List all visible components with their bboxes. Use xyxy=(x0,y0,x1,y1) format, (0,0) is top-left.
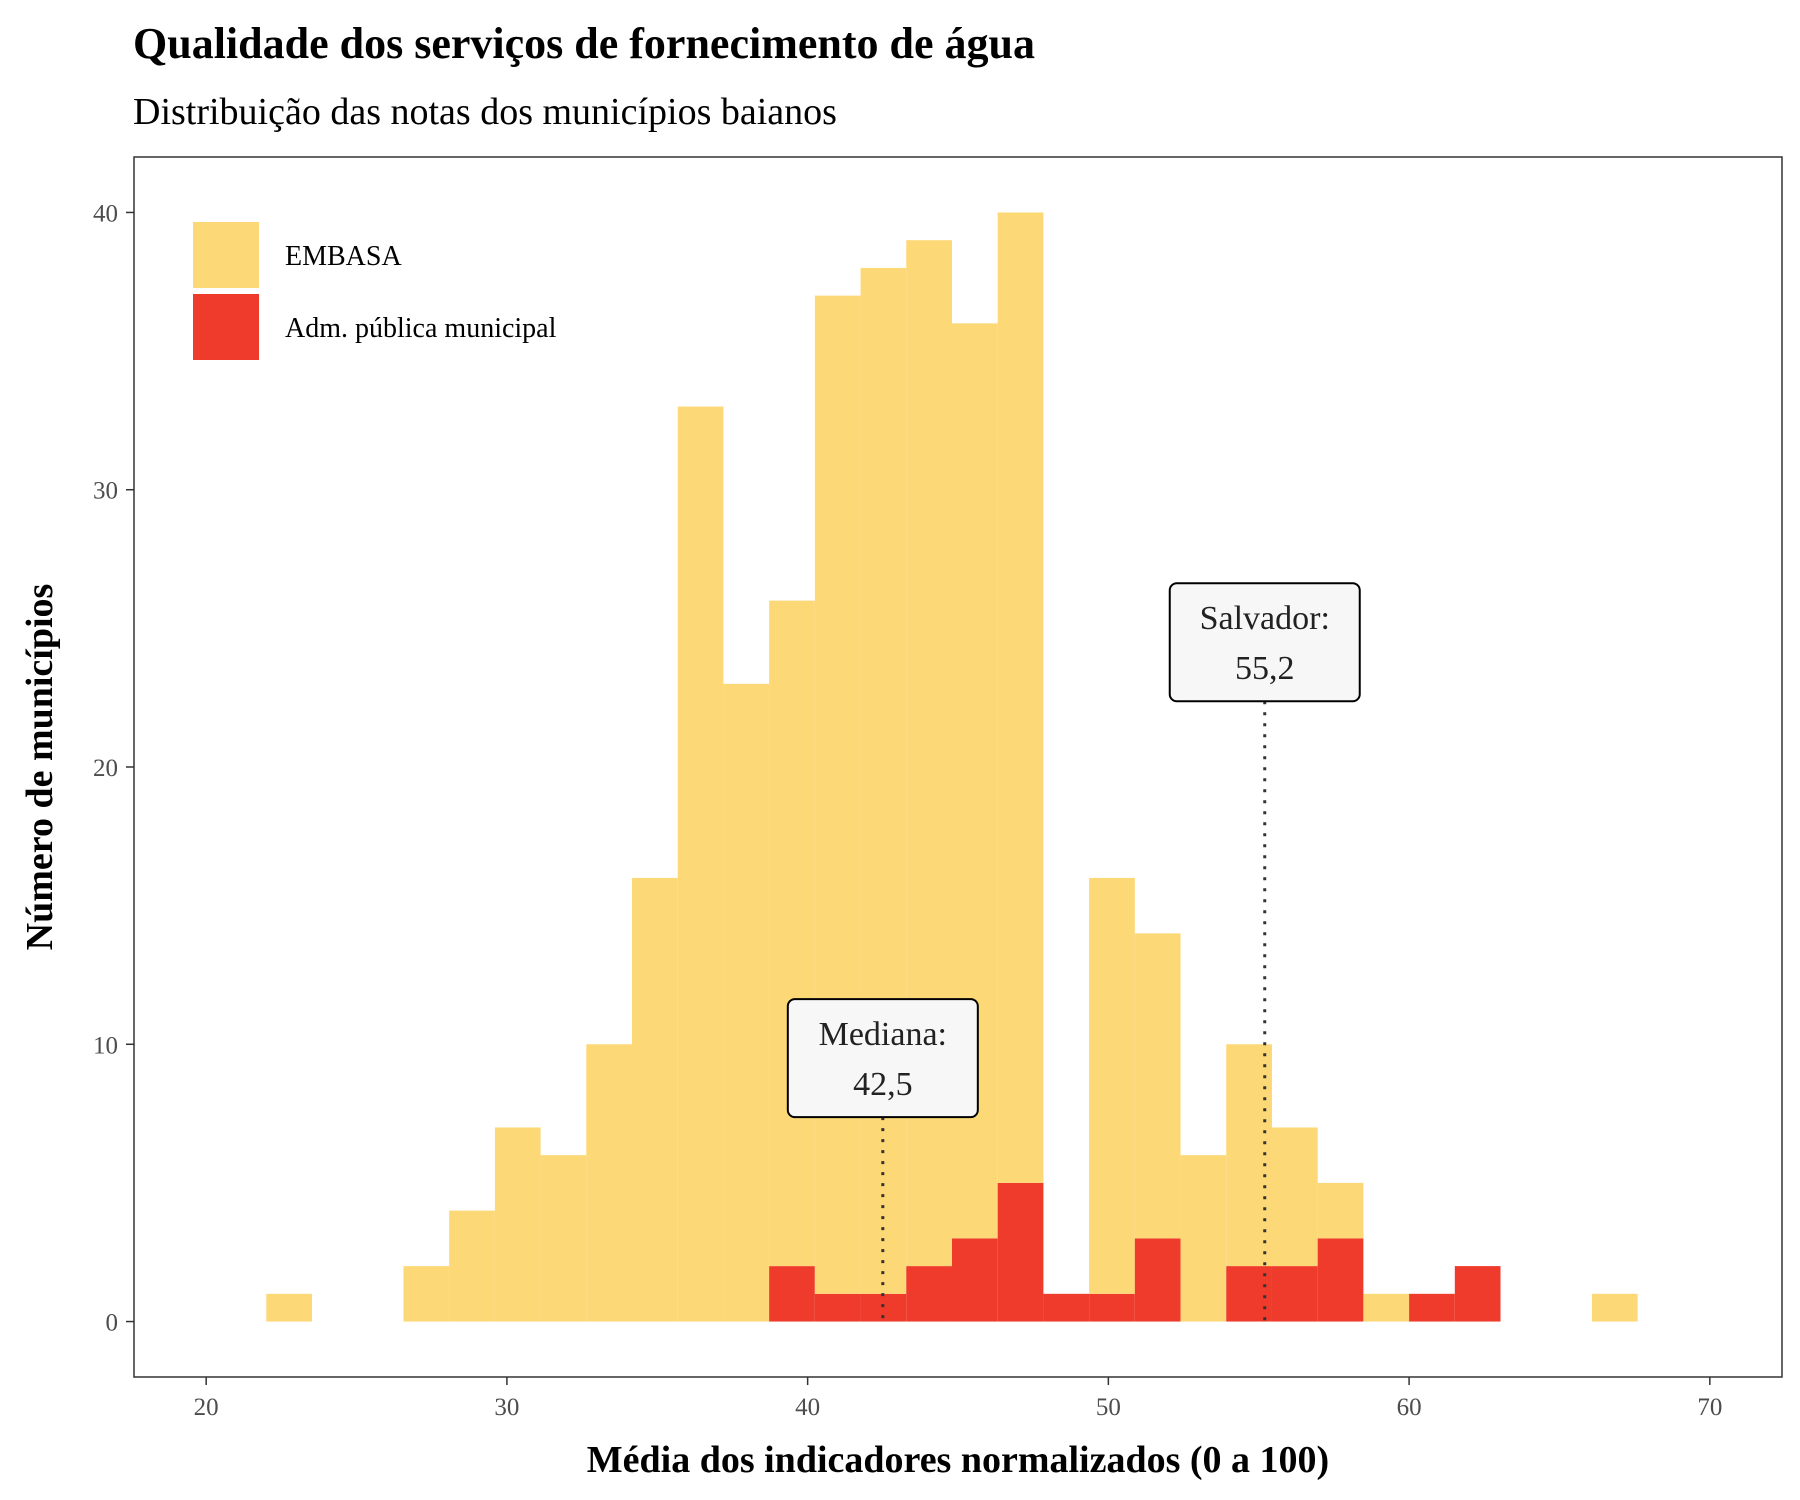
bar-embasa xyxy=(1089,877,1135,1294)
bar-adm-municipal xyxy=(1043,1293,1090,1322)
bar-embasa xyxy=(1363,1293,1410,1322)
annotation-value: 42,5 xyxy=(853,1066,913,1103)
y-tick-label: 0 xyxy=(106,1310,119,1337)
x-axis-title: Média dos indicadores normalizados (0 a … xyxy=(587,1439,1329,1481)
annotations-group: Mediana: 42,5 Salvador: 55,2 xyxy=(786,582,1361,1322)
annotation-label: Mediana: xyxy=(819,1016,947,1053)
bar-adm-municipal xyxy=(951,1238,998,1322)
x-tick-label: 50 xyxy=(1096,1394,1121,1421)
x-tick-label: 60 xyxy=(1397,1394,1422,1421)
bar-embasa xyxy=(403,1266,450,1322)
bar-embasa xyxy=(1134,933,1181,1239)
bar-embasa xyxy=(1271,1127,1318,1267)
bar-embasa xyxy=(266,1293,313,1322)
bar-embasa xyxy=(1180,1155,1227,1322)
bar-adm-municipal xyxy=(1409,1293,1455,1322)
x-axis: 20 30 40 50 60 70 xyxy=(194,1377,1722,1421)
legend: EMBASA Adm. pública municipal xyxy=(193,222,557,360)
bar-embasa xyxy=(723,683,770,1322)
annotation-value: 55,2 xyxy=(1235,650,1295,687)
bar-embasa xyxy=(814,295,861,1294)
bar-adm-municipal xyxy=(1134,1238,1181,1322)
x-tick-label: 70 xyxy=(1697,1394,1722,1421)
bar-adm-municipal xyxy=(997,1182,1044,1322)
bar-embasa xyxy=(449,1210,495,1322)
annotation-box xyxy=(1168,582,1361,703)
bar-embasa xyxy=(677,406,724,1322)
y-tick-label: 40 xyxy=(93,200,118,227)
y-axis-title: Número de municípios xyxy=(19,584,61,951)
legend-label: Adm. pública municipal xyxy=(285,313,557,344)
bar-adm-municipal xyxy=(1271,1266,1318,1322)
annotation-label: Salvador: xyxy=(1200,600,1330,637)
bar-embasa xyxy=(540,1155,587,1322)
annotation-box xyxy=(786,998,979,1119)
x-tick-label: 30 xyxy=(494,1394,519,1421)
y-axis: 0 10 20 30 40 xyxy=(93,200,134,1337)
bar-embasa xyxy=(1317,1182,1364,1239)
bar-adm-municipal xyxy=(1089,1293,1135,1322)
bar-adm-municipal xyxy=(769,1266,815,1322)
bar-embasa xyxy=(1591,1293,1638,1322)
bar-embasa xyxy=(632,877,678,1322)
x-tick-label: 40 xyxy=(795,1394,820,1421)
bar-embasa xyxy=(860,267,907,1294)
bar-embasa xyxy=(769,600,815,1267)
bar-adm-municipal xyxy=(906,1266,952,1322)
bar-embasa xyxy=(494,1127,541,1322)
legend-label: EMBASA xyxy=(285,241,402,272)
bar-embasa xyxy=(586,1044,633,1322)
bars-group xyxy=(266,212,1638,1322)
x-tick-label: 20 xyxy=(194,1394,219,1421)
bar-adm-municipal xyxy=(1317,1238,1364,1322)
y-tick-label: 30 xyxy=(93,478,118,505)
chart-title: Qualidade dos serviços de fornecimento d… xyxy=(133,19,1035,68)
bar-adm-municipal xyxy=(814,1293,861,1322)
legend-key xyxy=(193,222,259,288)
bar-embasa xyxy=(997,212,1044,1183)
y-tick-label: 20 xyxy=(93,755,118,782)
y-tick-label: 10 xyxy=(93,1032,118,1059)
chart-subtitle: Distribuição das notas dos municípios ba… xyxy=(133,91,837,133)
bar-adm-municipal xyxy=(1454,1266,1501,1322)
legend-key xyxy=(193,294,259,360)
